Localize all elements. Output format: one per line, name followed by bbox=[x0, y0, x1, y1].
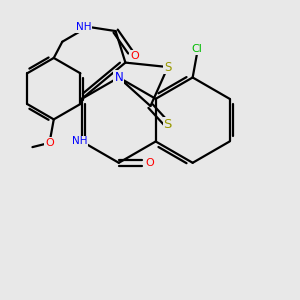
Text: Cl: Cl bbox=[191, 44, 203, 54]
Text: N: N bbox=[114, 71, 123, 84]
Text: O: O bbox=[45, 138, 54, 148]
Text: NH: NH bbox=[76, 22, 92, 32]
Text: O: O bbox=[146, 158, 154, 168]
Text: O: O bbox=[130, 51, 139, 61]
Text: S: S bbox=[164, 118, 172, 131]
Text: S: S bbox=[164, 61, 172, 74]
Text: NH: NH bbox=[72, 136, 87, 146]
